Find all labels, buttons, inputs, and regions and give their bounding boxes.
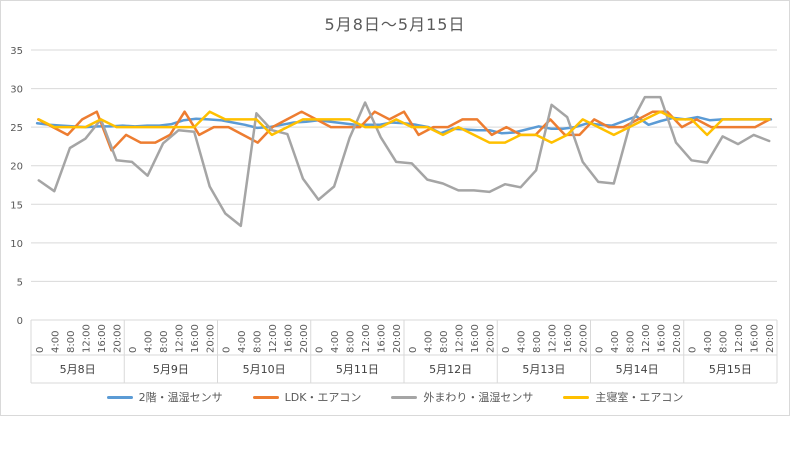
day-label: 5月13日 (522, 363, 565, 376)
legend-swatch (563, 395, 590, 399)
legend-item: 外まわり・温湿センサ (391, 389, 533, 405)
legend-item: 2階・温湿センサ (106, 389, 223, 405)
x-tick-label: 12:00 (81, 324, 92, 353)
x-tick-label: 8:00 (252, 331, 263, 353)
x-tick-label: 12:00 (361, 324, 372, 353)
x-tick-label: 12:00 (268, 324, 279, 353)
x-tick-label: 16:00 (97, 324, 108, 353)
x-tick-label: 20:00 (485, 324, 496, 353)
x-tick-label: 20:00 (392, 324, 403, 353)
series-line-2 (37, 110, 771, 152)
x-tick-label: 20:00 (112, 324, 123, 353)
day-label: 5月12日 (429, 363, 472, 376)
chart-title: 5月8日～5月15日 (324, 15, 466, 34)
x-tick-label: 12:00 (548, 324, 559, 353)
x-tick-label: 8:00 (532, 331, 543, 353)
x-tick-label: 8:00 (439, 331, 450, 353)
y-tick-label: 20 (10, 162, 23, 173)
x-tick-label: 16:00 (563, 324, 574, 353)
x-tick-label: 0 (501, 347, 512, 353)
x-tick-label: 8:00 (625, 331, 636, 353)
x-tick-label: 8:00 (66, 331, 77, 353)
x-tick-label: 4:00 (330, 331, 341, 353)
legend-item: LDK・エアコン (252, 389, 362, 405)
x-tick-label: 12:00 (175, 324, 186, 353)
x-tick-label: 8:00 (159, 331, 170, 353)
x-tick-label: 20:00 (299, 324, 310, 353)
y-tick-label: 0 (17, 316, 23, 327)
legend-item: 主寝室・エアコン (563, 389, 683, 405)
x-tick-label: 16:00 (190, 324, 201, 353)
x-tick-label: 0 (128, 347, 139, 353)
x-tick-label: 12:00 (734, 324, 745, 353)
x-tick-label: 8:00 (719, 331, 730, 353)
day-label: 5月9日 (153, 363, 189, 376)
x-tick-label: 16:00 (656, 324, 667, 353)
x-tick-label: 0 (594, 347, 605, 353)
x-tick-label: 20:00 (765, 324, 776, 353)
series-line-1 (35, 115, 773, 135)
y-tick-label: 5 (17, 277, 23, 288)
legend-swatch (391, 395, 418, 399)
legend: 2階・温湿センサ LDK・エアコン 外まわり・温湿センサ 主寝室・エアコン (1, 389, 789, 405)
x-tick-label: 20:00 (672, 324, 683, 353)
legend-swatch (252, 395, 279, 399)
day-label: 5月10日 (243, 363, 286, 376)
x-tick-label: 20:00 (206, 324, 217, 353)
series-line-4 (37, 110, 771, 144)
x-tick-label: 12:00 (641, 324, 652, 353)
x-tick-label: 16:00 (377, 324, 388, 353)
series-line-3 (37, 95, 771, 228)
x-tick-label: 0 (408, 347, 419, 353)
x-tick-label: 0 (35, 347, 46, 353)
y-tick-label: 25 (10, 123, 23, 134)
x-tick-label: 4:00 (703, 331, 714, 353)
x-tick-label: 4:00 (517, 331, 528, 353)
day-label: 5月15日 (709, 363, 752, 376)
x-tick-label: 16:00 (750, 324, 761, 353)
legend-label: LDK・エアコン (284, 391, 362, 404)
y-tick-label: 15 (10, 200, 23, 211)
day-label: 5月14日 (616, 363, 659, 376)
y-tick-label: 35 (10, 46, 23, 57)
x-tick-label: 0 (315, 347, 326, 353)
x-tick-label: 4:00 (610, 331, 621, 353)
x-tick-label: 4:00 (50, 331, 61, 353)
x-tick-label: 20:00 (579, 324, 590, 353)
x-tick-label: 4:00 (144, 331, 155, 353)
x-tick-label: 0 (688, 347, 699, 353)
y-tick-label: 10 (10, 239, 23, 250)
legend-swatch (106, 395, 133, 399)
day-label: 5月11日 (336, 363, 379, 376)
x-tick-label: 8:00 (346, 331, 357, 353)
legend-label: 2階・温湿センサ (138, 391, 223, 404)
y-tick-label: 30 (10, 85, 23, 96)
x-tick-label: 4:00 (237, 331, 248, 353)
day-label: 5月8日 (60, 363, 96, 376)
x-tick-label: 16:00 (470, 324, 481, 353)
legend-label: 外まわり・温湿センサ (423, 391, 534, 404)
x-tick-label: 4:00 (423, 331, 434, 353)
x-tick-label: 12:00 (454, 324, 465, 353)
x-tick-label: 16:00 (283, 324, 294, 353)
x-tick-label: 0 (221, 347, 232, 353)
legend-label: 主寝室・エアコン (595, 391, 684, 404)
chart-frame: 5月8日～5月15日 0 5 10 15 20 25 30 35 0 4:00 8:00 12:00 1… (0, 0, 790, 416)
